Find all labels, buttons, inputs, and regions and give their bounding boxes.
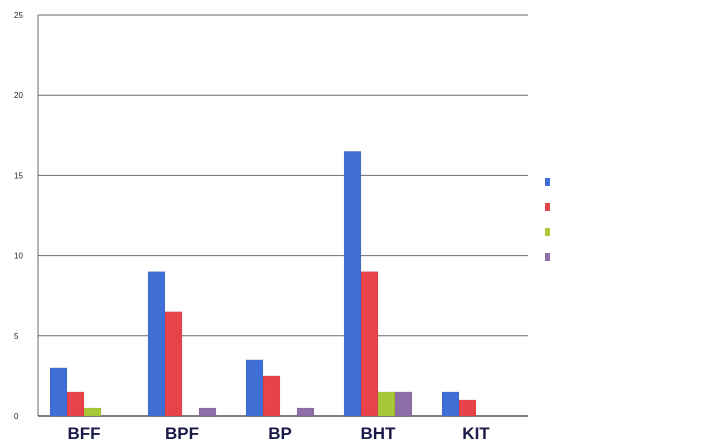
x-category-label: BP — [268, 424, 292, 443]
x-category-label: BFF — [67, 424, 100, 443]
bar-bp-series-1 — [245, 359, 264, 417]
legend-swatch — [545, 178, 550, 186]
x-category-label: BPF — [165, 424, 199, 443]
bar-bff-series-2 — [66, 391, 85, 417]
bar-bpf-series-1 — [147, 271, 166, 417]
bar-bpf-series-4 — [198, 407, 217, 417]
legend-swatch — [545, 253, 550, 261]
legend-swatch — [545, 228, 550, 236]
bar-bht-series-2 — [360, 271, 379, 417]
y-tick-label: 0 — [14, 412, 19, 421]
y-tick-labels: 0 5 10 15 20 25 — [14, 11, 23, 421]
bar-bht-series-3 — [377, 391, 396, 417]
legend-swatch — [545, 203, 550, 211]
bar-bff-series-3 — [83, 407, 102, 417]
y-tick-label: 20 — [14, 91, 23, 100]
bar-bht-series-4 — [394, 391, 413, 417]
bar-kit-series-2 — [458, 399, 477, 417]
x-category-labels: BFF BPF BP BHT KIT — [67, 424, 490, 443]
x-category-label: BHT — [361, 424, 397, 443]
bar-bp-series-2 — [262, 375, 281, 417]
legend — [545, 178, 550, 261]
bar-bpf-series-2 — [164, 311, 183, 417]
y-tick-label: 15 — [14, 171, 23, 180]
x-category-label: KIT — [462, 424, 490, 443]
y-tick-label: 25 — [14, 11, 23, 20]
bar-bht-series-1 — [343, 151, 362, 417]
y-tick-label: 10 — [14, 252, 23, 261]
bar-bp-series-4 — [296, 407, 315, 417]
y-tick-label: 5 — [14, 332, 19, 341]
gridlines — [37, 14, 528, 417]
bar-kit-series-1 — [441, 391, 460, 417]
bars — [49, 151, 477, 417]
bar-bff-series-1 — [49, 367, 68, 417]
